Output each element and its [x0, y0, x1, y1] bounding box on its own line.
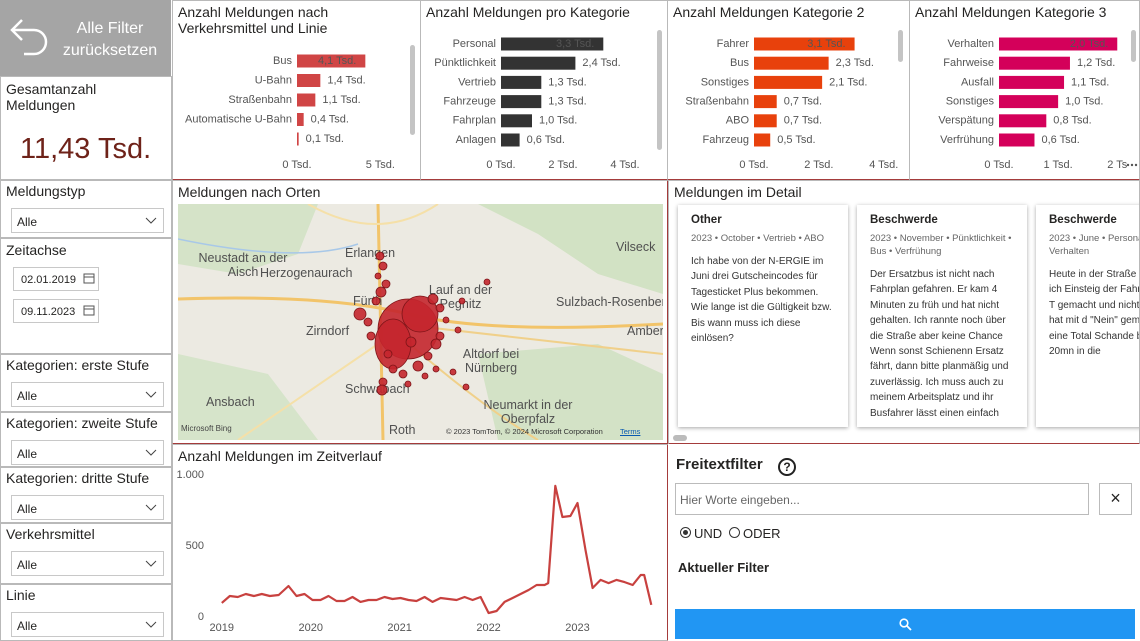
map[interactable]: Neustadt an der Aisch Herzogenaurach Erl… — [178, 204, 663, 440]
detail-card: Beschwerde 2023 • June • Personal • Verha… — [1036, 205, 1140, 427]
back-icon — [10, 19, 48, 56]
dropdown[interactable]: Alle — [11, 208, 164, 233]
place: Amberg — [627, 324, 663, 338]
date-value: 02.01.2019 — [21, 274, 77, 286]
dropdown-value: Alle — [17, 389, 38, 403]
calendar-icons — [83, 273, 95, 316]
dropdown[interactable]: Alle — [11, 382, 164, 407]
card-text: Heute in der Straße 1005 als ich Einstei… — [1049, 269, 1140, 358]
card-type: Beschwerde — [870, 214, 938, 226]
search-button[interactable] — [675, 609, 1135, 639]
place: Ansbach — [206, 395, 255, 409]
chart-panel: Anzahl Meldungen Kategorie 3 — [909, 0, 1140, 181]
slicer: Kategorien: zweite Stufe Alle — [0, 412, 172, 467]
detail-title: Meldungen im Detail — [674, 184, 802, 200]
radio[interactable] — [729, 527, 740, 538]
place: Herzogenaurach — [260, 266, 353, 280]
card-type: Other — [691, 214, 722, 226]
slicer: Kategorien: dritte Stufe Alle — [0, 467, 172, 523]
chevron — [145, 391, 157, 398]
freitext-title: Freitextfilter — [676, 456, 763, 473]
radio-label: UND — [694, 526, 723, 541]
slicer-label: Kategorien: zweite Stufe — [6, 415, 158, 431]
chart-title: Anzahl Meldungen im Zeitverlauf — [178, 448, 382, 464]
slicer: Meldungstyp Alle — [0, 180, 172, 238]
slicer-label: Verkehrsmittel — [6, 526, 95, 542]
card-meta: 2023 • November • Pünktlichkeit • Bus • … — [870, 233, 1012, 257]
place: Vilseck — [616, 240, 656, 254]
chevron — [145, 621, 157, 628]
reset-button[interactable]: Alle Filter zurücksetzen — [0, 0, 171, 76]
slicer-label: Kategorien: erste Stufe — [6, 357, 150, 373]
slicer-label: Linie — [6, 587, 36, 603]
place: Sulzbach-Rosenberg — [556, 295, 663, 309]
chevron — [145, 504, 157, 511]
slicer-label: Zeitachse — [6, 242, 67, 258]
chevron — [145, 560, 157, 567]
slicer: Zeitachse 02.01.2019 09.11.2023 — [0, 238, 172, 354]
dropdown[interactable]: Alle — [11, 612, 164, 637]
card-meta: 2023 • October • Vertrieb • ABO — [691, 233, 825, 244]
reset-label: Alle Filter zurücksetzen — [62, 20, 158, 59]
map-attribution: © 2023 TomTom, © 2024 Microsoft Corporat… — [446, 427, 603, 436]
dropdown[interactable]: Alle — [11, 440, 164, 465]
chart-panel: Anzahl Meldungen im Zeitverlauf — [172, 444, 669, 641]
total-card: Gesamtanzahl Meldungen 11,43 Tsd. — [0, 76, 172, 180]
freitext-panel: Freitextfilter ? Hier Worte eingeben... … — [668, 444, 1140, 641]
detail-panel: Meldungen im Detail Other 2023 • October … — [668, 180, 1140, 445]
search-input[interactable]: Hier Worte eingeben... — [675, 483, 1089, 515]
chevron — [145, 449, 157, 456]
date-value: 09.11.2023 — [21, 306, 76, 318]
chart-title: Anzahl Meldungen nach Verkehrsmittel und… — [178, 4, 329, 36]
scrollbar[interactable] — [673, 435, 687, 441]
place: Zirndorf — [306, 324, 350, 338]
chart-title: Anzahl Meldungen pro Kategorie — [426, 4, 630, 20]
card-text: Ich habe von der N-ERGIE im Juni drei Gu… — [691, 256, 832, 345]
chart-title: Anzahl Meldungen Kategorie 2 — [673, 4, 865, 20]
chart-panel: Anzahl Meldungen pro Kategorie — [420, 0, 668, 181]
slicer: Kategorien: erste Stufe Alle — [0, 354, 172, 412]
dropdown[interactable]: Alle — [11, 551, 164, 576]
current-filter: Aktueller Filter — [678, 560, 770, 575]
map-title: Meldungen nach Orten — [178, 184, 321, 200]
detail-card: Beschwerde 2023 • November • Pünktlichkei… — [857, 205, 1027, 427]
total-value: 11,43 Tsd. — [20, 133, 152, 165]
dropdown-value: Alle — [17, 447, 38, 461]
map-points — [353, 251, 491, 396]
total-label: Gesamtanzahl Meldungen — [6, 81, 97, 113]
dropdown-value: Alle — [17, 558, 38, 572]
dropdown-value: Alle — [17, 502, 38, 516]
date-from[interactable]: 02.01.2019 — [13, 267, 99, 291]
map-terms[interactable]: Terms — [620, 427, 641, 436]
slicer-label: Kategorien: dritte Stufe — [6, 470, 150, 486]
slicer: Verkehrsmittel Alle — [0, 523, 172, 584]
detail-card: Other 2023 • October • Vertrieb • ABO Ich … — [678, 205, 848, 427]
chart-title: Anzahl Meldungen Kategorie 3 — [915, 4, 1107, 20]
date-to[interactable]: 09.11.2023 — [13, 299, 99, 323]
dropdown-value: Alle — [17, 215, 38, 229]
card-meta: 2023 • June • Personal • Verhalten — [1049, 233, 1139, 257]
clear-button[interactable]: × — [1099, 483, 1132, 515]
card-type: Beschwerde — [1049, 214, 1117, 226]
map-background — [178, 204, 663, 440]
place: Neumarkt in der Oberpfalz — [483, 398, 573, 426]
radio[interactable] — [680, 527, 691, 538]
chart-panel: Anzahl Meldungen nach Verkehrsmittel und… — [172, 0, 421, 181]
place: Roth — [389, 423, 416, 437]
map-logo: Microsoft Bing — [181, 424, 232, 433]
place: Altdorf bei Nürnberg — [462, 347, 520, 375]
place: Neustadt an der Aisch — [198, 251, 288, 279]
radio-label: ODER — [743, 526, 781, 541]
slicer: Linie Alle — [0, 584, 172, 641]
dropdown-value: Alle — [17, 619, 38, 633]
chart-panel: Anzahl Meldungen Kategorie 2 — [667, 0, 910, 181]
slicer-label: Meldungstyp — [6, 183, 86, 199]
help-icon[interactable]: ? — [778, 458, 796, 476]
dropdown[interactable]: Alle — [11, 495, 164, 520]
card-text: Der Ersatzbus ist nicht nach Fahrplan ge… — [870, 269, 1009, 419]
